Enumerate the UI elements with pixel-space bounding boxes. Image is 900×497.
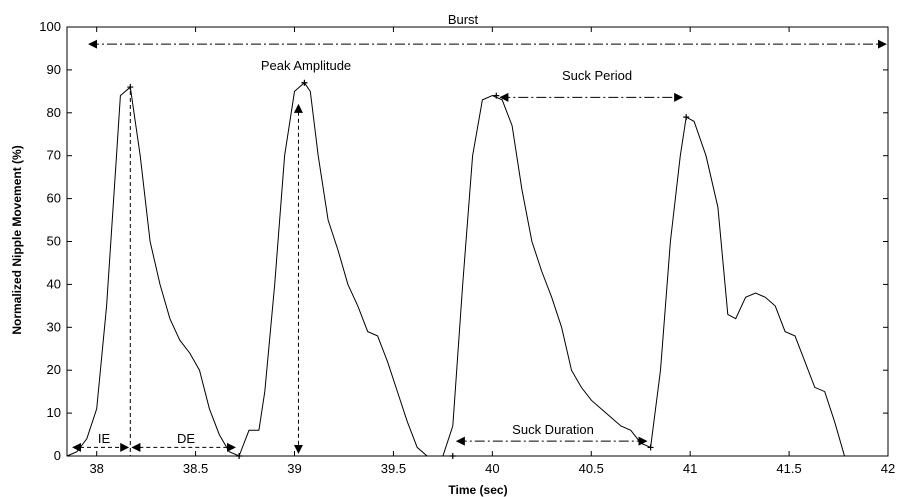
trough-marker	[236, 453, 243, 459]
x-tick-label: 38.5	[183, 461, 208, 476]
y-tick-label: 30	[47, 319, 61, 334]
point-markers	[127, 79, 690, 459]
x-tick-label: 40	[485, 461, 499, 476]
burst-label: Burst	[448, 12, 479, 27]
tick-labels: 38 38.5 39 39.5 40 40.5 41 41.5 42 0 10 20 30 40 50 60 7…	[39, 19, 895, 476]
y-axis-title: Normalized Nipple Movement (%)	[10, 145, 24, 334]
suck-period-label: Suck Period	[562, 68, 632, 83]
x-tick-label: 42	[881, 461, 895, 476]
y-tick-label: 50	[47, 234, 61, 249]
trough-marker	[647, 444, 654, 451]
y-tick-label: 100	[39, 19, 61, 34]
y-tick-label: 60	[47, 191, 61, 206]
x-tick-label: 39.5	[381, 461, 406, 476]
y-tick-label: 40	[47, 276, 61, 291]
annotations: Burst Peak Amplitude Suck Period IE DE Suck D…	[72, 12, 887, 456]
x-axis-title: Time (sec)	[448, 483, 507, 497]
suck-duration-label: Suck Duration	[512, 422, 594, 437]
peak-marker	[493, 92, 500, 99]
peak-marker	[127, 84, 134, 91]
de-label: DE	[177, 431, 195, 446]
y-tick-label: 20	[47, 362, 61, 377]
x-tick-label: 39	[287, 461, 301, 476]
peak-marker	[683, 114, 690, 121]
y-tick-label: 90	[47, 62, 61, 77]
trough-marker	[449, 453, 456, 459]
peak-amplitude-label: Peak Amplitude	[261, 58, 351, 73]
y-tick-label: 80	[47, 105, 61, 120]
axis-ticks	[67, 26, 889, 457]
x-tick-label: 41.5	[776, 461, 801, 476]
plot-area-frame	[66, 26, 889, 457]
series-line	[66, 82, 888, 457]
y-tick-label: 0	[54, 448, 61, 463]
ie-label: IE	[98, 431, 111, 446]
y-tick-label: 70	[47, 148, 61, 163]
y-tick-label: 10	[47, 405, 61, 420]
x-tick-label: 38	[89, 461, 103, 476]
x-tick-label: 41	[683, 461, 697, 476]
x-tick-label: 40.5	[579, 461, 604, 476]
peak-marker	[301, 79, 308, 86]
